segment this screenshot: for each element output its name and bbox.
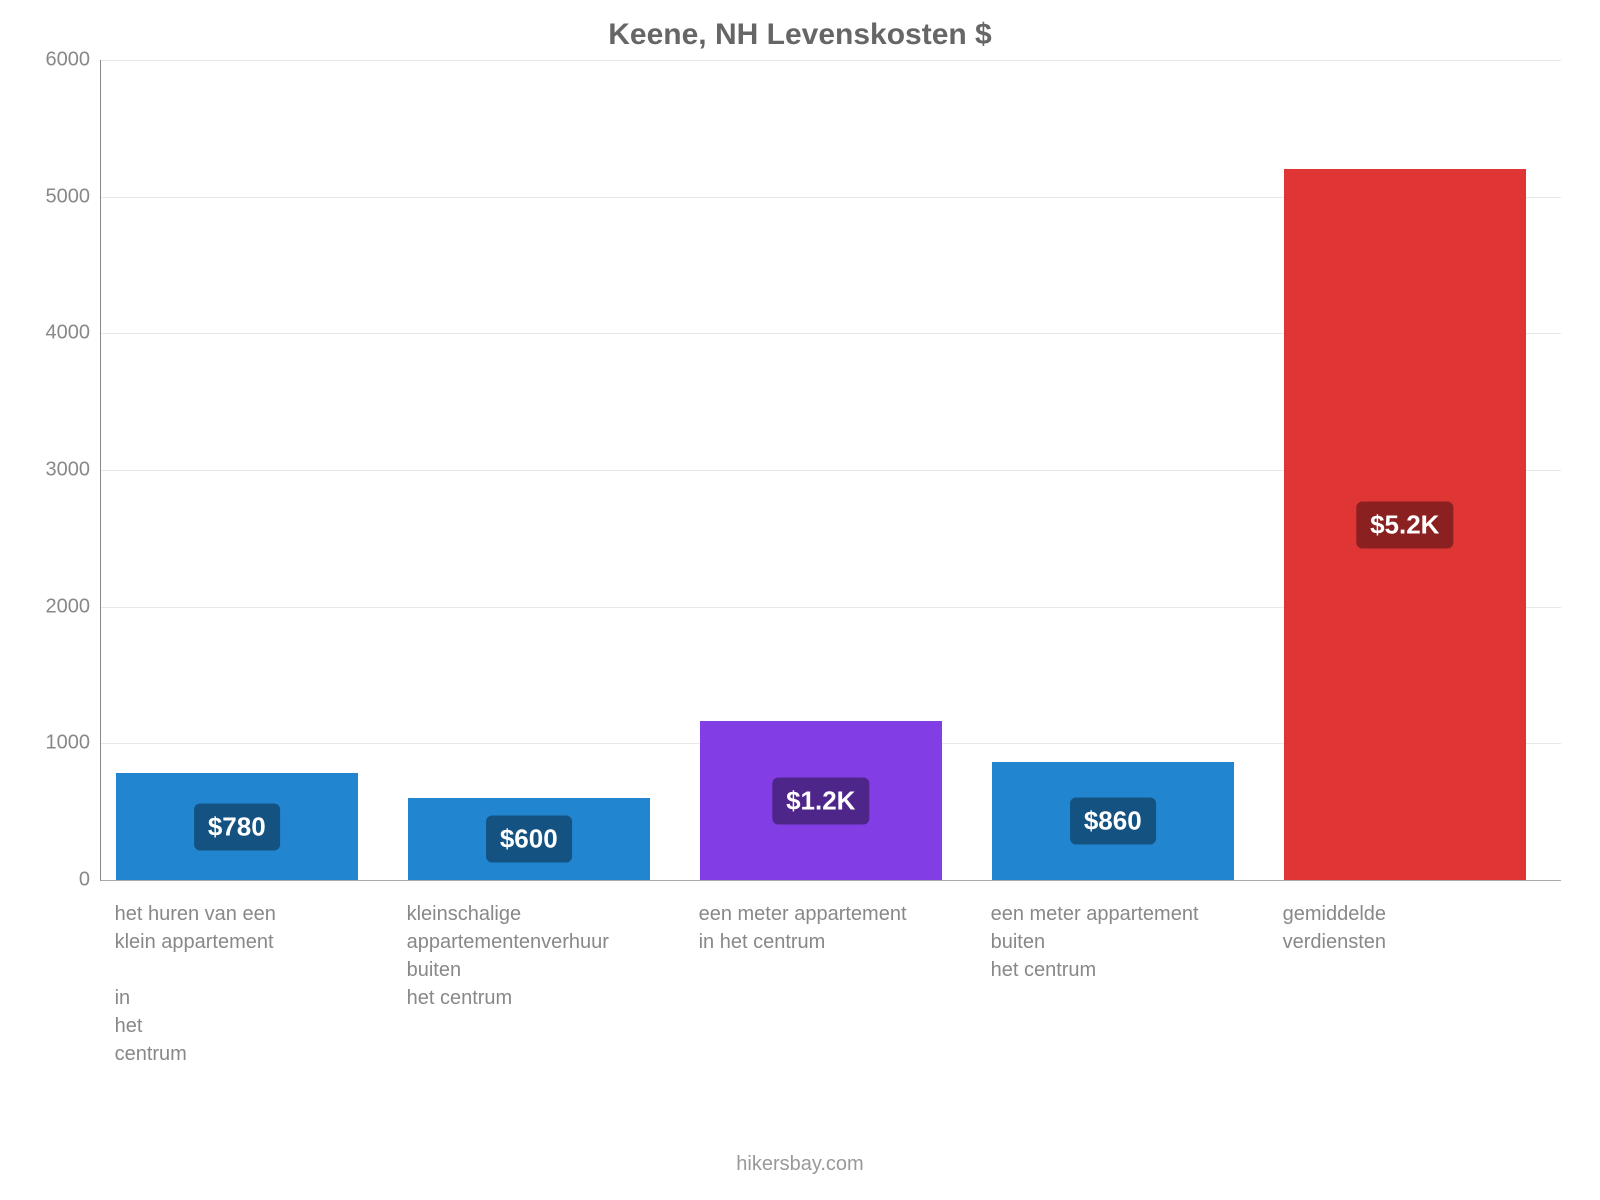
y-tick-label: 3000 xyxy=(10,459,90,482)
y-tick-label: 5000 xyxy=(10,185,90,208)
y-tick-label: 0 xyxy=(10,869,90,892)
chart-container: Keene, NH Levenskosten $ 0 1000 2000 3000 40… xyxy=(0,0,1600,1200)
x-category-label: het huren van eenklein appartement inhet… xyxy=(115,900,357,1068)
bar-value-label: $1.2K xyxy=(772,777,869,824)
y-tick-label: 1000 xyxy=(10,732,90,755)
chart-title: Keene, NH Levenskosten $ xyxy=(0,18,1600,52)
y-tick-label: 6000 xyxy=(10,49,90,72)
y-tick-label: 2000 xyxy=(10,595,90,618)
plot-area: $780 $600 $1.2K $860 $5.2K xyxy=(100,60,1561,881)
y-tick-label: 4000 xyxy=(10,322,90,345)
grid-line xyxy=(101,60,1561,61)
bar-value-label: $5.2K xyxy=(1356,501,1453,548)
bar-value-label: $780 xyxy=(194,803,280,850)
x-category-label: gemiddeldeverdiensten xyxy=(1283,900,1525,956)
chart-footer: hikersbay.com xyxy=(0,1153,1600,1176)
x-category-label: een meter appartementbuitenhet centrum xyxy=(991,900,1233,984)
x-category-label: een meter appartementin het centrum xyxy=(699,900,941,956)
bar-value-label: $600 xyxy=(486,816,572,863)
bar-value-label: $860 xyxy=(1070,798,1156,845)
x-category-label: kleinschaligeappartementenverhuurbuitenh… xyxy=(407,900,649,1012)
